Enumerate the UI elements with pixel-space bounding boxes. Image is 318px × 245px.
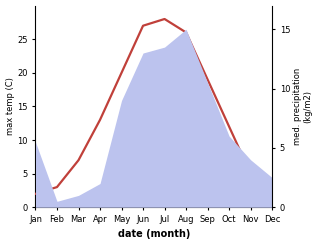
Y-axis label: med. precipitation
(kg/m2): med. precipitation (kg/m2)	[293, 68, 313, 145]
Y-axis label: max temp (C): max temp (C)	[5, 77, 15, 135]
X-axis label: date (month): date (month)	[118, 230, 190, 239]
